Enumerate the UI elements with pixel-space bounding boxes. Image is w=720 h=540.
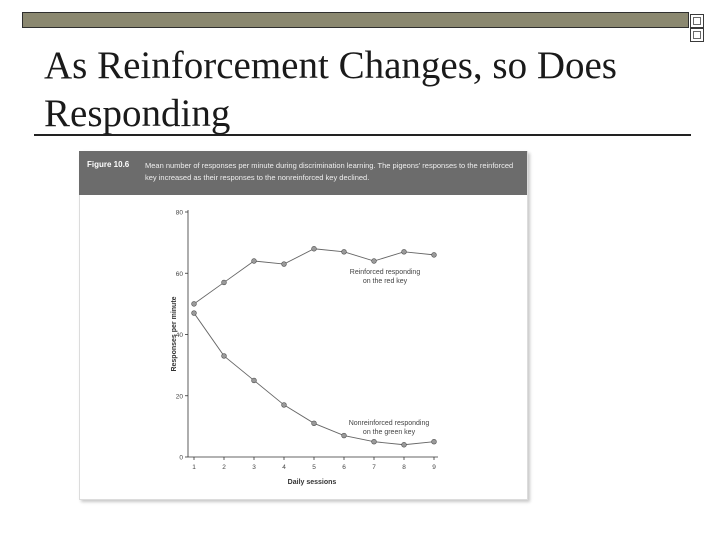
data-point xyxy=(221,279,227,286)
y-tick-label: 20 xyxy=(176,393,184,400)
chart-series xyxy=(191,246,437,448)
x-tick-label: 2 xyxy=(222,464,226,471)
data-point xyxy=(341,432,347,439)
series-line-1 xyxy=(193,248,435,305)
chart-ticks: 0 20 40 60 80 1 2 3 4 5 6 7 8 9 xyxy=(176,210,436,472)
x-axis-label: Daily sessions xyxy=(288,479,337,486)
data-point xyxy=(431,252,437,258)
x-tick-label: 5 xyxy=(312,464,316,471)
series-annotation: on the red key xyxy=(363,278,408,285)
x-tick-label: 3 xyxy=(252,464,256,471)
series-annotation: Reinforced responding xyxy=(350,269,421,276)
x-tick-label: 4 xyxy=(282,464,286,471)
figure-header: Figure 10.6 Mean number of responses per… xyxy=(79,151,527,195)
x-tick-label: 1 xyxy=(192,464,196,471)
y-tick-label: 80 xyxy=(176,210,184,217)
chart-axes xyxy=(187,210,438,458)
x-tick-label: 9 xyxy=(432,464,436,471)
chart-labels: Daily sessions Responses per minute Reinfo… xyxy=(171,269,429,486)
series-annotation: Nonreinforced responding xyxy=(349,420,430,427)
title-divider xyxy=(34,134,691,136)
header-decor-bar xyxy=(22,12,689,28)
series-annotation: on the green key xyxy=(363,429,416,436)
data-point xyxy=(251,258,257,264)
x-tick-label: 8 xyxy=(402,464,406,471)
y-tick-label: 0 xyxy=(179,455,183,462)
data-point xyxy=(221,353,227,359)
slide-title: As Reinforcement Changes, so Does Respon… xyxy=(44,44,617,135)
data-point xyxy=(281,261,287,267)
bullet-square-icon xyxy=(690,14,704,28)
data-point xyxy=(371,438,377,445)
figure-card xyxy=(79,151,528,500)
data-point xyxy=(401,442,407,448)
data-point xyxy=(431,438,437,445)
data-point xyxy=(311,246,317,252)
data-point xyxy=(371,258,377,264)
data-point xyxy=(311,420,317,427)
y-axis-label: Responses per minute xyxy=(171,296,178,371)
data-point xyxy=(341,249,347,255)
data-point xyxy=(251,377,257,384)
x-tick-label: 6 xyxy=(342,464,346,471)
data-point xyxy=(401,249,407,255)
figure-label: Figure 10.6 xyxy=(87,160,130,169)
data-point xyxy=(191,310,197,316)
y-tick-label: 60 xyxy=(176,271,184,278)
figure-caption: Mean number of responses per minute duri… xyxy=(145,161,514,182)
bullet-square-icon xyxy=(690,28,704,42)
data-point xyxy=(281,402,287,408)
x-tick-label: 7 xyxy=(372,464,376,471)
y-tick-label: 40 xyxy=(176,332,184,339)
data-point xyxy=(191,301,197,307)
